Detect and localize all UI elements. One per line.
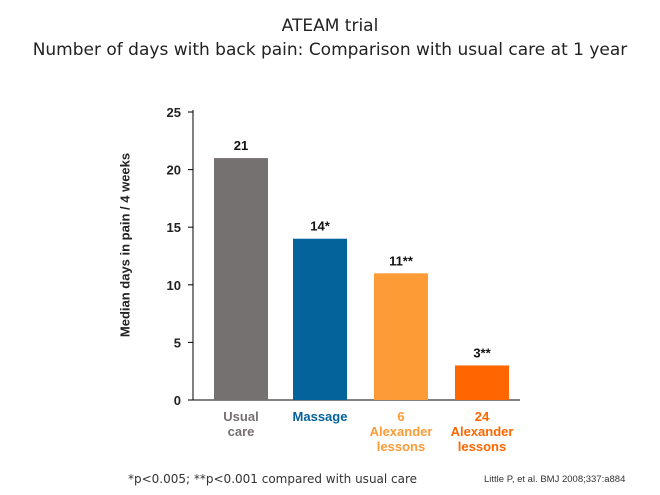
chart-subtitle: Number of days with back pain: Compariso…	[32, 40, 628, 60]
bar	[455, 365, 509, 400]
category-label-line: 24	[475, 409, 490, 424]
category-label-line: 6	[397, 409, 404, 424]
category-label-line: Alexander	[451, 424, 514, 439]
footnote: *p<0.005; **p<0.001 compared with usual …	[128, 472, 418, 486]
y-tick-label: 20	[167, 163, 181, 178]
category-label-line: Alexander	[370, 424, 433, 439]
citation: Little P, et al. BMJ 2008;337:a884	[484, 474, 626, 485]
data-label: 3**	[473, 345, 491, 360]
category-label-line: Massage	[293, 409, 348, 424]
category-label-line: lessons	[377, 439, 425, 454]
y-tick-label: 25	[167, 105, 181, 120]
data-label: 14*	[310, 219, 330, 234]
category-label: 6 Alexander lessons	[370, 409, 433, 454]
y-tick-label: 0	[174, 393, 181, 408]
category-label: Usual care	[223, 409, 258, 439]
bar	[374, 273, 428, 400]
category-label-line: care	[228, 424, 255, 439]
bar	[293, 238, 347, 400]
category-label-line: lessons	[458, 439, 506, 454]
data-label: 11**	[389, 253, 414, 268]
y-tick-label: 5	[174, 335, 181, 350]
category-label: 24 Alexander lessons	[451, 409, 514, 454]
bar	[214, 158, 268, 400]
chart-header: ATEAM trial Number of days with back pai…	[0, 14, 660, 62]
category-label-line: Usual	[223, 409, 258, 424]
y-tick-label: 15	[167, 220, 181, 235]
data-label: 21	[234, 138, 248, 153]
y-tick-label: 10	[167, 278, 181, 293]
category-label: Massage	[293, 409, 348, 424]
chart-title: ATEAM trial	[281, 16, 379, 36]
